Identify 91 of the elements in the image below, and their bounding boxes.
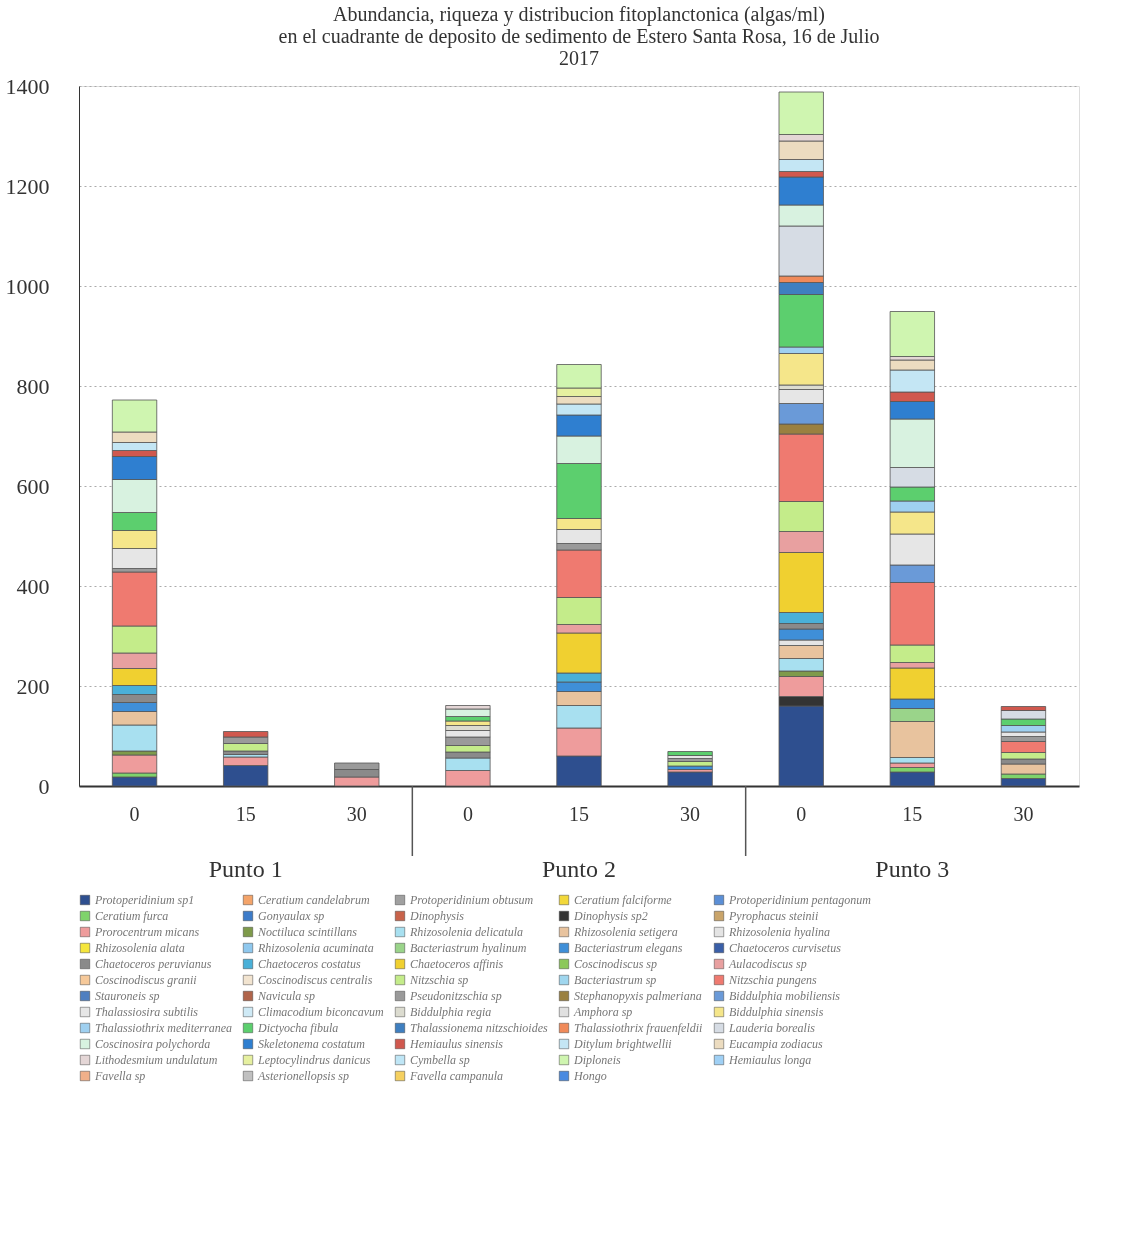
- legend-label: Pyrophacus steinii: [728, 909, 819, 923]
- text: Punto 1: [208, 856, 283, 882]
- x-tick-label: 30: [346, 802, 367, 825]
- legend-label: Pseudonitzschia sp: [409, 989, 502, 1003]
- y-tick-label: 800: [16, 373, 50, 399]
- text: Punto 3: [875, 856, 950, 882]
- bar: [667, 761, 713, 767]
- legend-label: Stauroneis sp: [95, 989, 160, 1003]
- legend-label: Favella sp: [94, 1069, 146, 1083]
- legend-label: Lauderia borealis: [728, 1021, 816, 1035]
- legend-label: Thalassiosira subtilis: [95, 1005, 199, 1019]
- legend-label: Aulacodiscus sp: [728, 957, 807, 971]
- legend-label: Bacteriastrum hyalinum: [410, 941, 527, 955]
- legend-label: Chaetoceros affinis: [410, 957, 504, 971]
- text: Abundancia, riqueza y distribucion fitoplanctonica (algas/ml): [332, 3, 826, 25]
- legend-label: Dinophysis sp2: [573, 909, 648, 923]
- legend-label: Biddulphia mobiliensis: [729, 989, 841, 1003]
- legend-label: Chaetoceros peruvianus: [95, 957, 212, 971]
- legend-label: Skeletonema costatum: [258, 1037, 366, 1051]
- x-tick-label: 0: [129, 802, 140, 825]
- y-tick-label: 600: [16, 473, 50, 499]
- legend-label: Chaetoceros curvisetus: [729, 941, 842, 955]
- y-tick-label: 1400: [5, 73, 50, 99]
- legend-label: Prorocentrum micans: [94, 925, 200, 939]
- legend-label: Leptocylindrus danicus: [257, 1053, 371, 1067]
- legend-label: Diploneis: [573, 1053, 621, 1067]
- x-tick-label: 15: [902, 802, 923, 825]
- legend-label: Favella campanula: [409, 1069, 503, 1083]
- legend-label: Coscinodiscus sp: [574, 957, 658, 971]
- x-tick-label: 30: [680, 802, 701, 825]
- legend-label: Dinophysis: [409, 909, 465, 923]
- x-tick-label: 15: [235, 802, 256, 825]
- y-tick-label: 1000: [5, 273, 50, 299]
- bar: [111, 754, 158, 774]
- bar: [1000, 778, 1047, 787]
- bar: [667, 771, 713, 787]
- legend-label: Gonyaulax sp: [258, 909, 325, 923]
- y-tick-label: 400: [16, 573, 50, 599]
- legend-label: Thalassionema nitzschioides: [410, 1021, 548, 1035]
- legend-label: Navicula sp: [257, 989, 315, 1003]
- bar: [667, 751, 713, 756]
- legend-label: Climacodium biconcavum: [258, 1005, 384, 1019]
- legend-label: Nitzschia pungens: [728, 973, 817, 987]
- legend-label: Asterionellopsis sp: [257, 1069, 350, 1083]
- legend-label: Coscinosira polychorda: [95, 1037, 211, 1051]
- legend-label: Nitzschia sp: [409, 973, 469, 987]
- legend-label: Rhizosolenia hyalina: [728, 925, 830, 939]
- y-tick-label: 0: [38, 773, 50, 799]
- legend-label: Protoperidinium sp1: [94, 893, 195, 907]
- legend-label: Lithodesmium undulatum: [94, 1053, 218, 1067]
- text: en el cuadrante de deposito de sedimento de Estero Santa Rosa, 16 de Julio: [278, 25, 880, 47]
- legend-label: Coscinodiscus granii: [95, 973, 197, 987]
- legend-label: Rhizosolenia setigera: [573, 925, 678, 939]
- legend-label: Bacteriastrum sp: [574, 973, 657, 987]
- legend-label: Ceratium furca: [95, 909, 169, 923]
- legend-label: Amphora sp: [573, 1005, 633, 1019]
- legend-label: Biddulphia regia: [410, 1005, 492, 1019]
- legend-label: Ceratium falciforme: [574, 893, 673, 907]
- legend-label: Coscinodiscus centralis: [258, 973, 373, 987]
- bar: [889, 771, 935, 787]
- text: 2017: [559, 47, 599, 69]
- legend-label: Rhizosolenia alata: [94, 941, 185, 955]
- legend-label: Rhizosolenia acuminata: [257, 941, 374, 955]
- legend-label: Protoperidinium pentagonum: [728, 893, 872, 907]
- bar: [889, 311, 935, 357]
- legend-label: Stephanopyxis palmeriana: [574, 989, 702, 1003]
- legend-label: Hemiaulus sinensis: [409, 1037, 504, 1051]
- x-tick-label: 30: [1013, 802, 1034, 825]
- legend-label: Ceratium candelabrum: [258, 893, 370, 907]
- legend-label: Thalassiothrix mediterranea: [95, 1021, 232, 1035]
- bar: [111, 776, 158, 787]
- x-tick-label: 0: [796, 802, 807, 825]
- legend-label: Thalassiothrix frauenfeldii: [574, 1021, 703, 1035]
- legend-label: Eucampia zodiacus: [728, 1037, 823, 1051]
- legend-label: Bacteriastrum elegans: [574, 941, 683, 955]
- legend-label: Hongo: [573, 1069, 607, 1083]
- legend-label: Chaetoceros costatus: [258, 957, 361, 971]
- y-tick-label: 200: [16, 673, 50, 699]
- y-tick-label: 1200: [5, 173, 50, 199]
- legend-label: Dictyocha fibula: [257, 1021, 339, 1035]
- text: Punto 2: [541, 856, 617, 882]
- legend-label: Biddulphia sinensis: [729, 1005, 824, 1019]
- x-tick-label: 0: [462, 802, 473, 825]
- bar: [1000, 763, 1047, 775]
- legend-label: Noctiluca scintillans: [257, 925, 358, 939]
- legend-label: Ditylum brightwellii: [573, 1037, 672, 1051]
- legend-label: Rhizosolenia delicatula: [409, 925, 523, 939]
- legend-label: Protoperidinium obtusum: [409, 893, 534, 907]
- legend-label: Hemiaulus longa: [728, 1053, 812, 1067]
- x-tick-label: 15: [569, 802, 589, 825]
- legend-label: Cymbella sp: [410, 1053, 470, 1067]
